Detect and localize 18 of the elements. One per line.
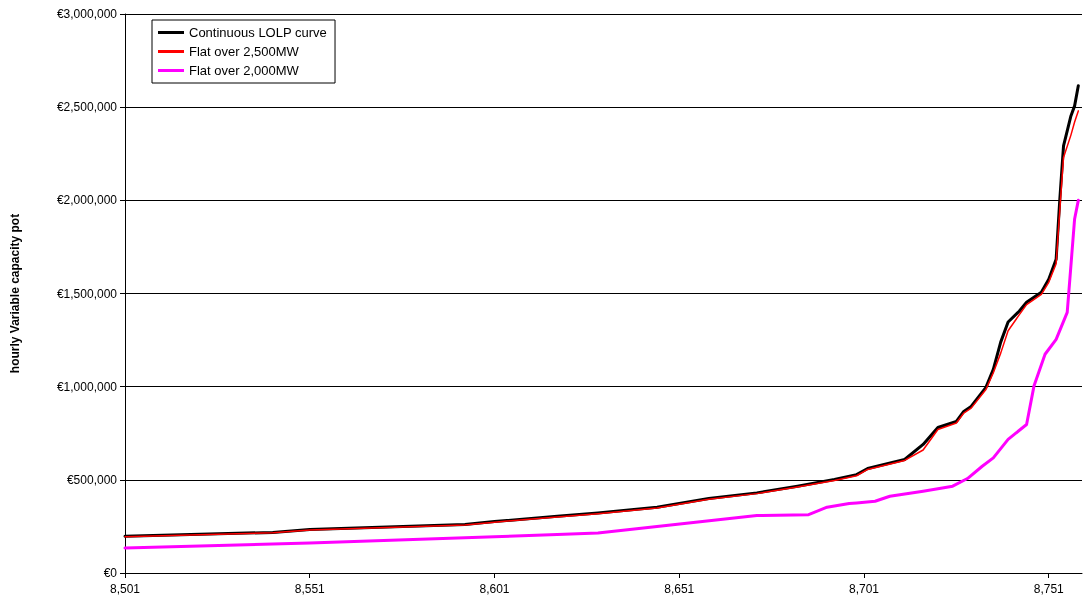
- y-tick-label: €1,500,000: [56, 286, 118, 301]
- x-tick-label: 8,601: [479, 582, 510, 596]
- y-tick-label: €0: [103, 566, 118, 580]
- x-tick-label: 8,651: [664, 582, 695, 596]
- line-series: [123, 198, 1080, 550]
- x-tick-label: 8,501: [109, 582, 141, 596]
- x-tick-label: 8,751: [1033, 582, 1065, 596]
- legend-label: Flat over 2,500MW: [189, 44, 300, 59]
- y-tick-label: €1,000,000: [56, 379, 118, 394]
- y-tick-label: €3,000,000: [56, 7, 118, 21]
- x-tick-label: 8,701: [848, 582, 880, 596]
- legend-label: Flat over 2,000MW: [189, 63, 300, 78]
- y-tick-label: €2,000,000: [56, 193, 118, 208]
- legend-label: Continuous LOLP curve: [189, 25, 327, 40]
- x-tick-label: 8,551: [294, 582, 326, 596]
- y-tick-label: €2,500,000: [56, 100, 118, 115]
- y-axis-title: hourly Variable capacity pot: [8, 213, 22, 374]
- y-tick-label: €500,000: [66, 472, 118, 487]
